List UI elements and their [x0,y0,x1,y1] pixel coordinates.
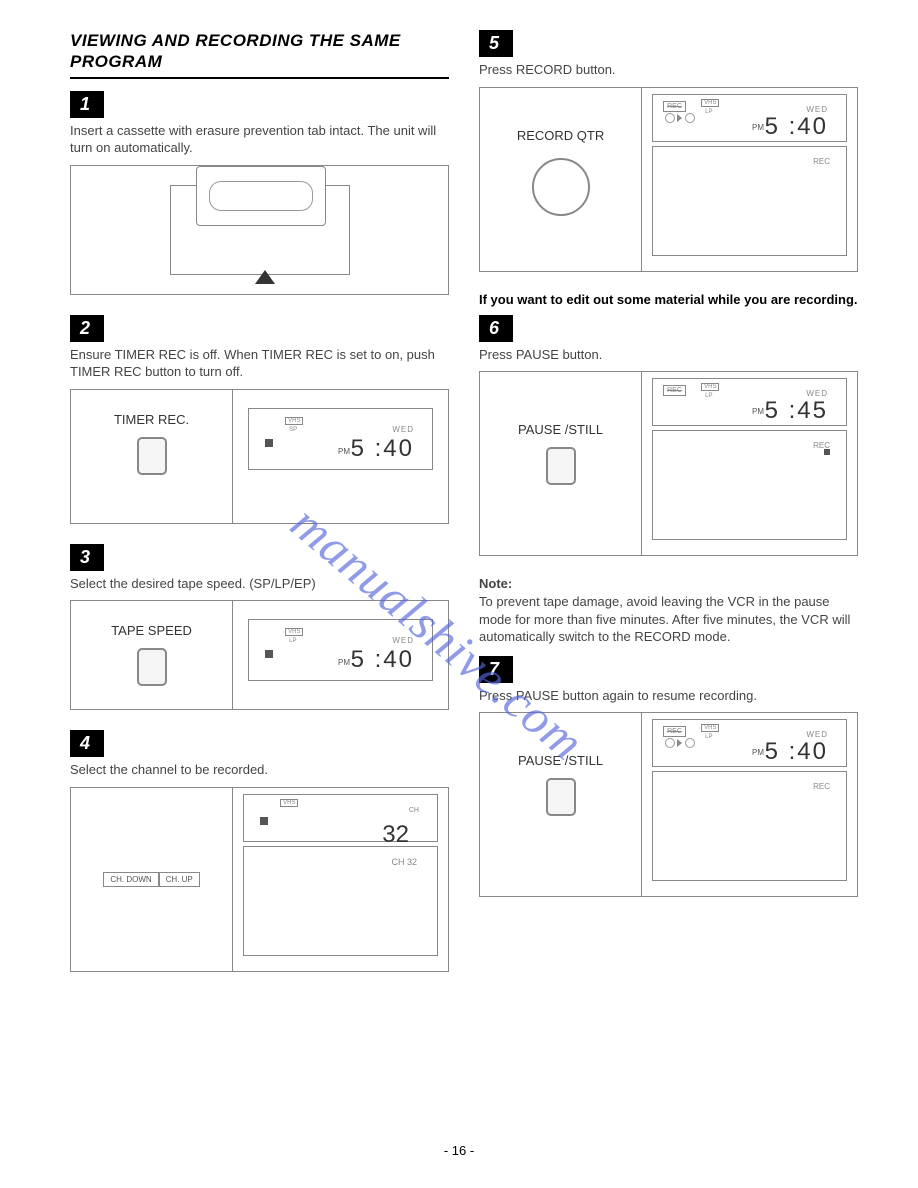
step-7-diagram: PAUSE /STILL REC VHS LP WED PM 5 :40 REC [479,712,858,897]
step-1-number: 1 [70,91,104,118]
note-text: To prevent tape damage, avoid leaving th… [479,593,858,646]
edit-note: If you want to edit out some material wh… [479,292,858,307]
step-6-diagram: PAUSE /STILL REC VHS LP WED PM 5 :45 REC [479,371,858,556]
speed-indicator: LP [705,109,712,115]
vhs-icon: VHS [701,99,719,107]
step-5-text: Press RECORD button. [479,61,858,79]
channel-osd: CH 32 [391,857,417,867]
step-3-diagram: TAPE SPEED VHS LP WED PM 5 :40 [70,600,449,710]
time-display: 5 :40 [351,646,414,674]
vhs-icon: VHS [701,724,719,732]
vhs-icon: VHS [280,799,298,807]
record-label: RECORD QTR [517,128,604,145]
tape-speed-label: TAPE SPEED [111,623,192,640]
step-5-diagram: RECORD QTR REC VHS LP WED PM 5 :40 REC [479,87,858,272]
cassette-icon [196,166,326,226]
step-7-text: Press PAUSE button again to resume recor… [479,687,858,705]
time-display: 5 :40 [765,113,828,141]
step-2-number: 2 [70,315,104,342]
rec-osd: REC [813,441,830,450]
vhs-icon: VHS [285,417,303,425]
step-6-number: 6 [479,315,513,342]
step-3-text: Select the desired tape speed. (SP/LP/EP… [70,575,449,593]
day-label: WED [392,425,414,434]
step-4-number: 4 [70,730,104,757]
speed-indicator: LP [289,638,296,644]
stop-indicator-icon [260,817,268,825]
vhs-icon: VHS [701,383,719,391]
step-4-diagram: CH. DOWN CH. UP VHS CH 32 CH 32 [70,787,449,972]
timer-rec-button-icon [137,437,167,475]
timer-rec-label: TIMER REC. [114,412,189,429]
ch-down-button: CH. DOWN [103,872,158,887]
step-7-number: 7 [479,656,513,683]
page-title: VIEWING AND RECORDING THE SAME PROGRAM [70,30,449,79]
record-knob-icon [532,158,590,216]
rec-osd: REC [813,782,830,791]
time-display: 5 :40 [351,435,414,463]
rec-indicator: REC [663,385,686,396]
time-display: 5 :45 [765,397,828,425]
speed-indicator: LP [705,393,712,399]
channel-display: 32 [382,821,409,849]
time-display: 5 :40 [765,738,828,766]
day-label: WED [392,636,414,645]
step-3-number: 3 [70,544,104,571]
ampm-label: PM [752,123,764,132]
stop-indicator-icon [265,650,273,658]
pause-button-icon [546,778,576,816]
page-number: - 16 - [0,1143,918,1158]
speed-indicator: SP [289,427,297,433]
pause-label: PAUSE /STILL [518,753,603,770]
cassette-diagram [70,165,449,295]
step-1-text: Insert a cassette with erasure preventio… [70,122,449,157]
step-2-text: Ensure TIMER REC is off. When TIMER REC … [70,346,449,381]
ampm-label: PM [338,658,350,667]
step-6-text: Press PAUSE button. [479,346,858,364]
vhs-icon: VHS [285,628,303,636]
ch-up-button: CH. UP [159,872,200,887]
rec-osd: REC [813,157,830,166]
speed-indicator: LP [705,734,712,740]
play-arrow-icon [677,114,682,122]
stop-indicator-icon [265,439,273,447]
note-heading: Note: [479,576,858,591]
tape-speed-button-icon [137,648,167,686]
step-4-text: Select the channel to be recorded. [70,761,449,779]
play-arrow-icon [677,739,682,747]
pause-label: PAUSE /STILL [518,422,603,439]
ch-label: CH [409,807,419,814]
ampm-label: PM [752,407,764,416]
up-arrow-icon [255,270,275,284]
ampm-label: PM [752,748,764,757]
pause-button-icon [546,447,576,485]
step-2-diagram: TIMER REC. VHS SP WED PM 5 :40 [70,389,449,524]
step-5-number: 5 [479,30,513,57]
ampm-label: PM [338,447,350,456]
